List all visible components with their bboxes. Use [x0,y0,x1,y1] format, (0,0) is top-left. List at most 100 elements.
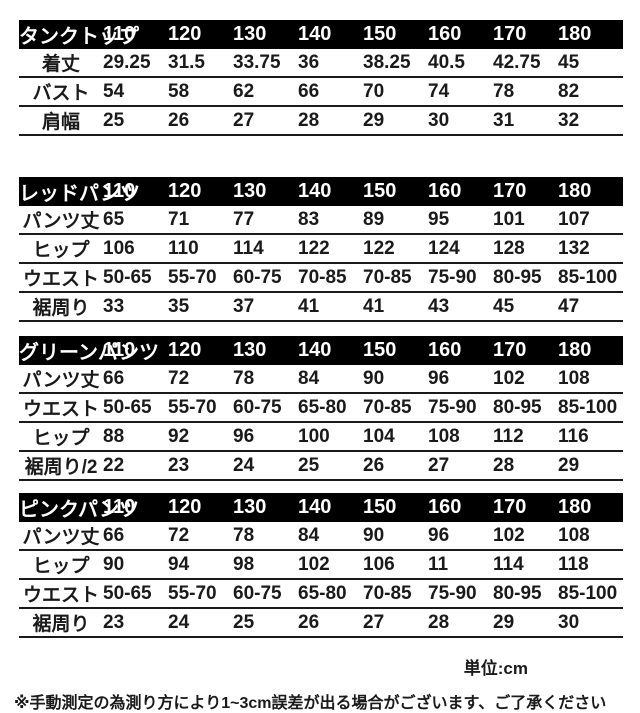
row-label: ウエスト [19,393,103,423]
size-value-cell: 90 [363,522,428,551]
size-value-cell: 102 [493,365,558,394]
size-value-cell: 70-85 [363,579,428,609]
size-column-header: 120 [168,180,202,202]
size-table: タンクトップ 110 120 130 140 150 160 170 180 着丈 29.25 31.… [19,20,623,136]
size-value-cell: 60-75 [233,393,298,423]
size-value-cell: 33 [103,292,168,322]
size-value-cell: 77 [233,206,298,235]
size-column-header: 150 [363,180,397,202]
size-value-cell: 55-70 [168,393,233,423]
size-value-cell: 50-65 [103,579,168,609]
table-title: ピンクパンツ [19,499,139,521]
size-value-cell: 31 [493,106,558,136]
size-value-cell: 118 [558,550,623,580]
size-value-cell: 30 [558,608,623,638]
size-value-cell: 33.75 [233,49,298,78]
size-column-header: 120 [168,496,202,518]
table-row: ヒップ 88 92 96 100 104 108 112 116 [19,422,623,452]
size-column-header: 170 [493,180,527,202]
table-row: ウエスト 50-65 55-70 60-75 65-80 70-85 75-90 80-95 8… [19,393,623,423]
size-value-cell: 132 [558,234,623,264]
size-value-cell: 95 [428,206,493,235]
size-value-cell: 28 [493,451,558,481]
size-column-header: 170 [493,496,527,518]
size-table: レッドパンツ 110 120 130 140 150 160 170 180 パンツ丈 65 71 77… [19,177,623,322]
size-value-cell: 96 [428,365,493,394]
size-value-cell: 66 [298,77,363,107]
size-value-cell: 102 [298,550,363,580]
size-column-header: 130 [233,496,267,518]
size-column-header: 140 [298,496,332,518]
table-row: ヒップ 90 94 98 102 106 11 114 118 [19,550,623,580]
size-value-cell: 96 [233,422,298,452]
size-value-cell: 85-100 [558,393,623,423]
size-value-cell: 62 [233,77,298,107]
size-value-cell: 40.5 [428,49,493,78]
size-value-cell: 88 [103,422,168,452]
size-column-header: 130 [233,339,267,361]
size-value-cell: 116 [558,422,623,452]
size-column-header: 130 [233,180,267,202]
size-value-cell: 98 [233,550,298,580]
row-label: 着丈 [19,49,103,78]
size-table: グリーンパンツ 110 120 130 140 150 160 170 180 パンツ丈 66 72 7… [19,336,623,481]
size-value-cell: 28 [298,106,363,136]
size-column-header: 160 [428,180,462,202]
size-column-header: 160 [428,339,462,361]
size-value-cell: 101 [493,206,558,235]
size-value-cell: 65-80 [298,579,363,609]
row-label: ヒップ [19,422,103,452]
size-table: ピンクパンツ 110 120 130 140 150 160 170 180 パンツ丈 66 72 78… [19,493,623,638]
size-value-cell: 24 [233,451,298,481]
size-value-cell: 74 [428,77,493,107]
size-column-header: 140 [298,23,332,45]
size-value-cell: 37 [233,292,298,322]
size-value-cell: 55-70 [168,579,233,609]
size-value-cell: 24 [168,608,233,638]
table-title: レッドパンツ [19,183,140,205]
size-value-cell: 35 [168,292,233,322]
size-value-cell: 47 [558,292,623,322]
size-value-cell: 29 [493,608,558,638]
size-column-header: 140 [298,339,332,361]
table-title: タンクトップ [19,26,139,48]
size-value-cell: 90 [363,365,428,394]
size-column-header: 180 [558,339,592,361]
row-label: パンツ丈 [19,206,103,235]
table-row: パンツ丈 66 72 78 84 90 96 102 108 [19,522,623,551]
size-value-cell: 114 [233,234,298,264]
size-value-cell: 128 [493,234,558,264]
size-value-cell: 122 [363,234,428,264]
size-value-cell: 78 [493,77,558,107]
size-value-cell: 80-95 [493,579,558,609]
row-label: 肩幅 [19,106,103,136]
table-row: ヒップ 106 110 114 122 122 124 128 132 [19,234,623,264]
size-value-cell: 45 [558,49,623,78]
size-value-cell: 50-65 [103,393,168,423]
size-value-cell: 108 [428,422,493,452]
row-label: バスト [19,77,103,107]
size-value-cell: 80-95 [493,263,558,293]
size-value-cell: 11 [428,550,493,580]
size-value-cell: 23 [103,608,168,638]
size-column-header: 130 [233,23,267,45]
size-value-cell: 106 [363,550,428,580]
size-value-cell: 108 [558,522,623,551]
size-value-cell: 27 [363,608,428,638]
size-value-cell: 106 [103,234,168,264]
size-value-cell: 42.75 [493,49,558,78]
size-column-header: 180 [558,496,592,518]
size-value-cell: 70-85 [363,263,428,293]
size-value-cell: 50-65 [103,263,168,293]
table-row: 着丈 29.25 31.5 33.75 36 38.25 40.5 42.75 45 [19,49,623,78]
size-value-cell: 92 [168,422,233,452]
size-value-cell: 41 [363,292,428,322]
size-value-cell: 75-90 [428,579,493,609]
size-value-cell: 36 [298,49,363,78]
size-column-header: 160 [428,23,462,45]
size-column-header: 110 [103,180,136,202]
size-value-cell: 45 [493,292,558,322]
size-value-cell: 70-85 [363,393,428,423]
size-value-cell: 78 [233,365,298,394]
size-value-cell: 83 [298,206,363,235]
